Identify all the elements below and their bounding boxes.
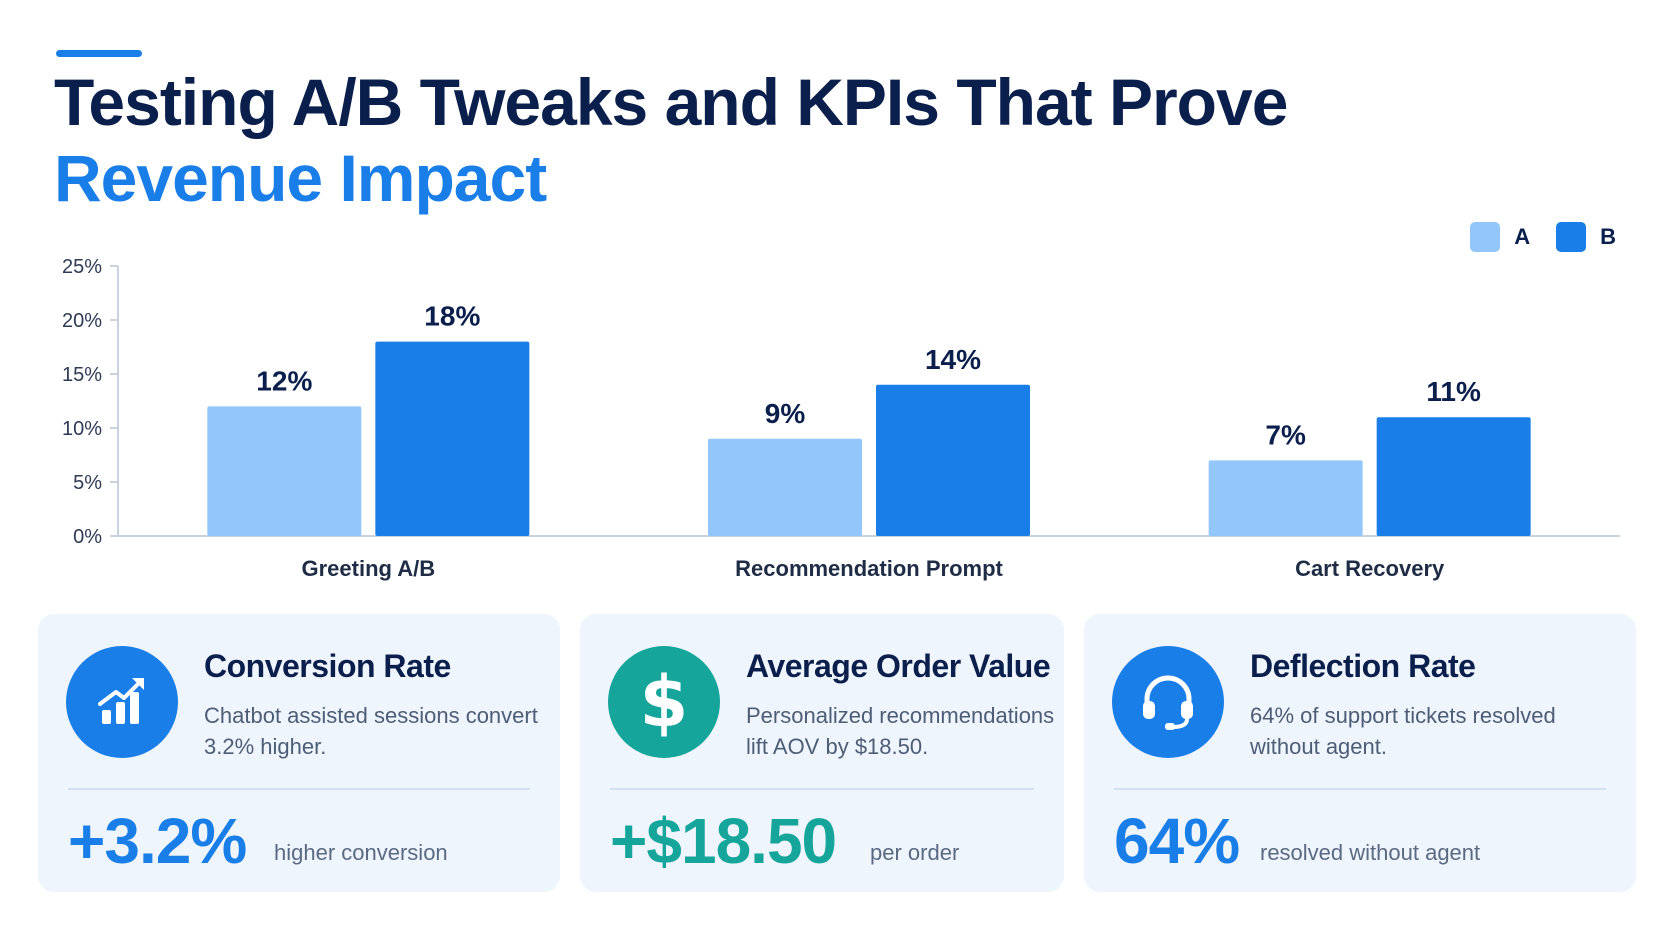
y-tick-label: 25% bbox=[62, 256, 102, 278]
card-description: Chatbot assisted sessions convert 3.2% h… bbox=[204, 703, 538, 759]
chart-legend: A B bbox=[1470, 222, 1616, 252]
card-divider bbox=[610, 788, 1034, 790]
x-category-label: Cart Recovery bbox=[1295, 556, 1445, 581]
kpi-card-aov: $ Average Order Value Personalized recom… bbox=[580, 614, 1064, 892]
card-value-caption: higher conversion bbox=[274, 840, 448, 865]
card-divider bbox=[68, 788, 530, 790]
x-category-label: Greeting A/B bbox=[302, 556, 436, 581]
card-big-value: +3.2% bbox=[68, 805, 247, 877]
card-big-value: 64% bbox=[1114, 805, 1240, 877]
data-label: 12% bbox=[256, 365, 312, 396]
data-label: 18% bbox=[424, 301, 480, 332]
bar-chart: 0% 5% 10% 15% 20% 25% 12% 18% Greeting A/B 9% 14% R… bbox=[62, 256, 1620, 581]
kpi-card-conversion: Conversion Rate Chatbot assisted session… bbox=[38, 614, 560, 892]
legend-item-a: A bbox=[1470, 222, 1530, 252]
x-category-label: Recommendation Prompt bbox=[735, 556, 1003, 581]
card-title: Conversion Rate bbox=[204, 648, 451, 684]
card-big-value: +$18.50 bbox=[610, 805, 837, 877]
title-line-2: Revenue Impact bbox=[54, 141, 547, 215]
legend-swatch-a bbox=[1470, 222, 1501, 252]
y-tick-label: 0% bbox=[73, 526, 102, 548]
headset-icon bbox=[1112, 646, 1224, 758]
data-label: 7% bbox=[1265, 419, 1306, 450]
legend-item-b: B bbox=[1556, 222, 1616, 252]
y-tick-label: 5% bbox=[73, 472, 102, 494]
data-label: 9% bbox=[765, 398, 806, 429]
kpi-card-deflection: Deflection Rate 64% of support tickets r… bbox=[1084, 614, 1636, 892]
y-tick-label: 10% bbox=[62, 418, 102, 440]
dollar-icon: $ bbox=[608, 646, 720, 758]
legend-swatch-b bbox=[1556, 222, 1587, 252]
legend-label-b: B bbox=[1600, 224, 1616, 249]
card-description: 64% of support tickets resolved without … bbox=[1250, 703, 1556, 759]
legend-label-a: A bbox=[1514, 224, 1531, 249]
y-tick-label: 20% bbox=[62, 310, 102, 332]
title-line-1: Testing A/B Tweaks and KPIs That Prove bbox=[54, 65, 1288, 139]
bar-a bbox=[207, 406, 362, 536]
bar-a bbox=[708, 438, 862, 536]
card-description: Personalized recommendations lift AOV by… bbox=[746, 703, 1055, 759]
card-value-caption: per order bbox=[870, 840, 960, 865]
page-title: Testing A/B Tweaks and KPIs That Prove R… bbox=[54, 64, 1288, 216]
bar-b bbox=[375, 341, 530, 536]
card-title: Average Order Value bbox=[746, 648, 1051, 684]
kpi-cards: Conversion Rate Chatbot assisted session… bbox=[38, 614, 1636, 892]
bar-a bbox=[1208, 460, 1363, 536]
card-divider bbox=[1114, 788, 1606, 790]
card-title: Deflection Rate bbox=[1250, 648, 1476, 684]
chart-growth-icon bbox=[66, 646, 178, 758]
title-accent-line bbox=[56, 50, 142, 57]
card-value-caption: resolved without agent bbox=[1260, 840, 1481, 865]
data-label: 11% bbox=[1426, 376, 1481, 407]
data-label: 14% bbox=[925, 344, 981, 375]
bar-b bbox=[1376, 417, 1531, 536]
y-tick-label: 15% bbox=[62, 364, 102, 386]
bar-b bbox=[876, 384, 1030, 536]
